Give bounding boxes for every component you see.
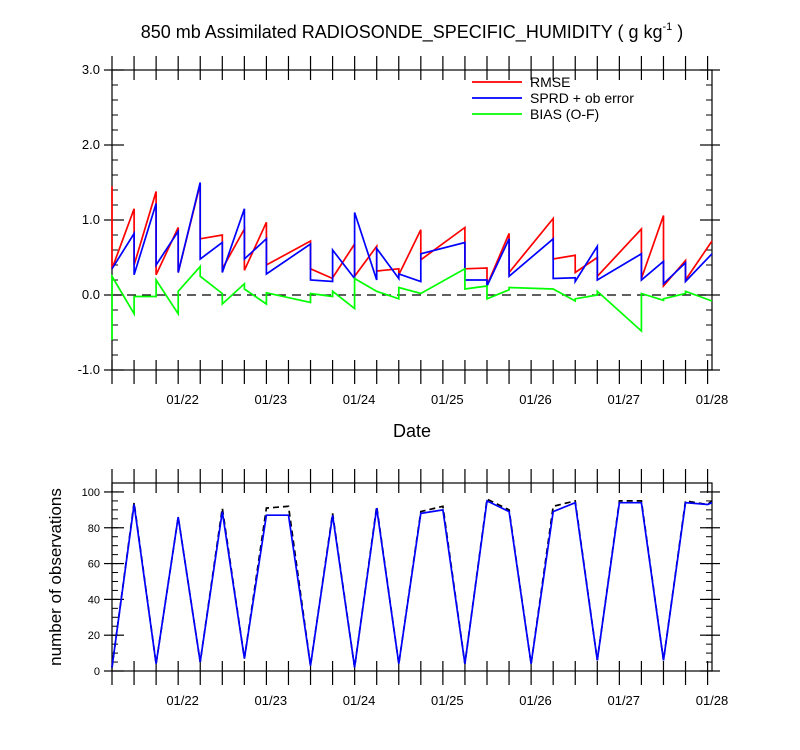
x-tick-label: 01/22 — [166, 693, 199, 708]
y-tick-label: 80 — [88, 523, 100, 535]
x-tick-label: 01/23 — [255, 693, 288, 708]
top-series-group — [111, 182, 713, 340]
bottom-panel: 01/22 01/23 01/24 01/25 01/26 01/27 01/28 0 20 40… — [46, 469, 728, 708]
x-axis-label: Date — [393, 421, 431, 441]
x-tick-label: 01/24 — [343, 693, 376, 708]
series-line-1 — [111, 499, 713, 668]
series-line-sprd-ob-error — [111, 182, 713, 287]
x-tick-label: 01/28 — [696, 392, 729, 407]
y-tick-label: 0 — [94, 666, 100, 678]
bottom-axes: 01/22 01/23 01/24 01/25 01/26 01/27 01/28 0 20 40… — [82, 469, 729, 708]
x-tick-label: 01/22 — [166, 392, 199, 407]
y-tick-label: -1.0 — [78, 362, 100, 377]
x-tick-label: 01/26 — [519, 693, 552, 708]
series-line-bias-o-f- — [111, 264, 713, 340]
plot-frame — [111, 69, 713, 371]
y-tick-label: 2.0 — [82, 137, 100, 152]
y-tick-label: 0.0 — [82, 287, 100, 302]
x-tick-label: 01/24 — [343, 392, 376, 407]
legend-label: BIAS (O-F) — [530, 106, 599, 122]
top-panel: 850 mb Assimilated RADIOSONDE_SPECIFIC_H… — [78, 21, 729, 441]
x-tick-label: 01/23 — [255, 392, 288, 407]
x-tick-label: 01/27 — [607, 693, 640, 708]
y-tick-label: 3.0 — [82, 62, 100, 77]
x-tick-label: 01/25 — [431, 693, 464, 708]
x-tick-label: 01/28 — [696, 693, 729, 708]
y-tick-label: 20 — [88, 630, 100, 642]
title-suffix: ) — [672, 22, 683, 42]
legend-label: SPRD + ob error — [530, 90, 634, 106]
y-tick-label: 40 — [88, 594, 100, 606]
series-line-rmse — [111, 183, 713, 289]
title-exponent: -1 — [663, 21, 673, 33]
x-tick-label: 01/25 — [431, 392, 464, 407]
y-tick-label: 1.0 — [82, 212, 100, 227]
x-tick-label: 01/26 — [519, 392, 552, 407]
series-line-0 — [111, 497, 713, 668]
legend-label: RMSE — [530, 74, 570, 90]
plot-frame — [111, 482, 713, 672]
y-tick-label: 60 — [88, 559, 100, 571]
chart-title: 850 mb Assimilated RADIOSONDE_SPECIFIC_H… — [141, 21, 684, 43]
y-axis-label: number of observations — [46, 488, 65, 666]
bottom-series-group — [111, 497, 713, 668]
x-tick-label: 01/27 — [607, 392, 640, 407]
top-axes: 01/22 01/23 01/24 01/25 01/26 01/27 01/28 -1.0 0… — [78, 56, 729, 407]
y-tick-label: 100 — [82, 487, 100, 499]
